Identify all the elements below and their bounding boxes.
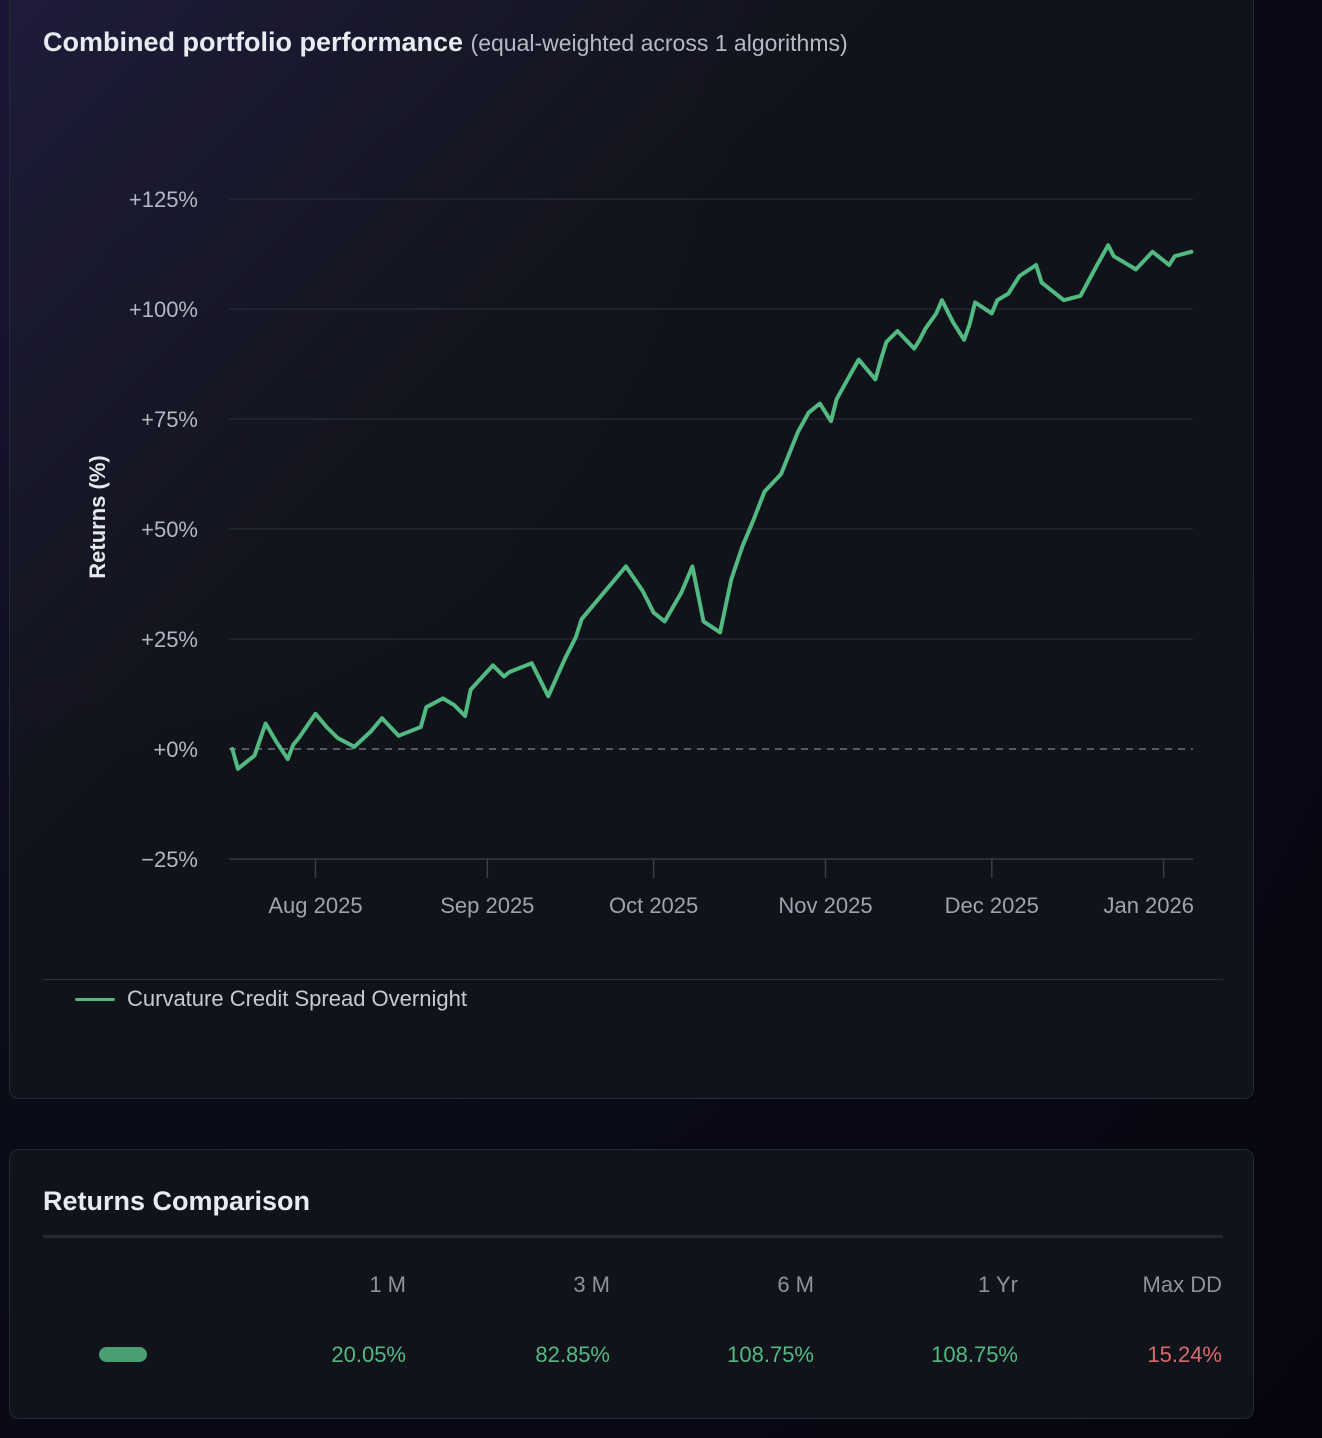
series-line <box>230 243 1194 771</box>
col-header-max-dd: Max DD <box>1142 1272 1222 1297</box>
col-header-6m: 6 M <box>777 1272 814 1297</box>
chart-series <box>230 243 1194 771</box>
chart-y-tick-labels: −25% +0% +25% +50% +75% +100% +125% <box>129 187 198 872</box>
value-1yr: 108.75% <box>931 1342 1018 1367</box>
x-tick-label: Dec 2025 <box>945 893 1039 918</box>
performance-card: Combined portfolio performance (equal-we… <box>9 0 1254 1099</box>
col-header-3m: 3 M <box>573 1272 610 1297</box>
chart-x-tick-labels: Aug 2025 Sep 2025 Oct 2025 Nov 2025 Dec 2025… <box>268 859 1194 918</box>
returns-divider <box>43 1235 1223 1238</box>
x-tick-label: Sep 2025 <box>440 893 534 918</box>
y-tick-label: +25% <box>141 627 198 652</box>
returns-line-chart: −25% +0% +25% +50% +75% +100% +125% Aug 2025 Se… <box>85 187 1194 918</box>
legend-divider <box>43 979 1223 980</box>
value-1m: 20.05% <box>331 1342 406 1367</box>
performance-title-main: Combined portfolio performance <box>43 27 464 57</box>
col-header-1yr: 1 Yr <box>978 1272 1018 1297</box>
value-3m: 82.85% <box>535 1342 610 1367</box>
performance-title: Combined portfolio performance (equal-we… <box>43 27 848 58</box>
x-tick-label: Nov 2025 <box>778 893 872 918</box>
chart-gridlines <box>229 198 1193 860</box>
y-axis-label: Returns (%) <box>85 455 110 578</box>
x-tick-label: Aug 2025 <box>268 893 362 918</box>
y-tick-label: +125% <box>129 187 198 212</box>
y-tick-label: +100% <box>129 297 198 322</box>
returns-row-swatch <box>99 1347 147 1362</box>
y-tick-label: +0% <box>153 737 198 762</box>
legend-swatch <box>75 997 115 1001</box>
returns-comparison-card: Returns Comparison 1 M 3 M 6 M 1 Yr Max … <box>9 1149 1254 1419</box>
value-6m: 108.75% <box>727 1342 814 1367</box>
y-tick-label: +50% <box>141 517 198 542</box>
y-tick-label: −25% <box>141 847 198 872</box>
chart-legend[interactable]: Curvature Credit Spread Overnight <box>75 986 467 1012</box>
y-tick-label: +75% <box>141 407 198 432</box>
returns-comparison-title: Returns Comparison <box>43 1186 311 1216</box>
x-tick-label: Jan 2026 <box>1103 893 1194 918</box>
x-tick-label: Oct 2025 <box>609 893 698 918</box>
performance-subtitle: (equal-weighted across 1 algorithms) <box>470 30 848 56</box>
legend-label: Curvature Credit Spread Overnight <box>127 986 467 1011</box>
col-header-1m: 1 M <box>369 1272 406 1297</box>
value-max-dd: 15.24% <box>1147 1342 1222 1367</box>
